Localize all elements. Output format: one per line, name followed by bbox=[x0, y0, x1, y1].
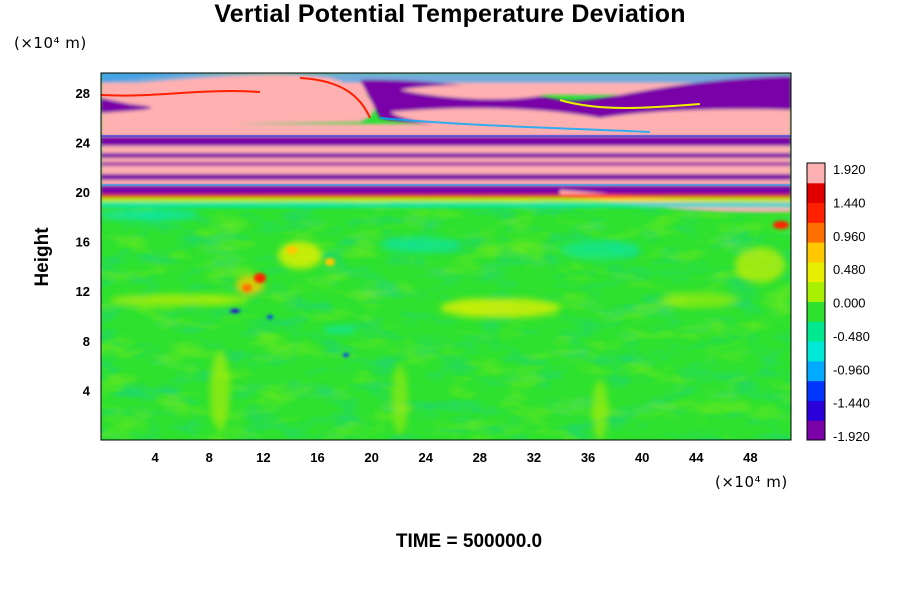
colorbar-segment bbox=[807, 400, 825, 421]
x-tick-label: 48 bbox=[743, 450, 757, 465]
chart-title: Vertial Potential Temperature Deviation bbox=[214, 0, 686, 28]
x-tick-label: 44 bbox=[689, 450, 704, 465]
colorbar-segment bbox=[807, 341, 825, 362]
x-axis-unit: (×10⁴ m) bbox=[715, 473, 788, 491]
x-tick-label: 24 bbox=[418, 450, 433, 465]
colorbar-tick-label: 1.440 bbox=[833, 195, 866, 210]
colorbar-segment bbox=[807, 222, 825, 243]
colorbar-tick-label: -1.920 bbox=[833, 429, 870, 444]
x-tick-label: 28 bbox=[473, 450, 487, 465]
y-tick-label: 24 bbox=[76, 135, 91, 150]
y-tick-label: 8 bbox=[83, 334, 90, 349]
colorbar-segment bbox=[807, 301, 825, 322]
colorbar-tick-label: -0.480 bbox=[833, 329, 870, 344]
colorbar-tick-label: 0.960 bbox=[833, 229, 866, 244]
x-tick-label: 36 bbox=[581, 450, 595, 465]
colorbar-tick-label: 0.000 bbox=[833, 296, 866, 311]
x-tick-label: 8 bbox=[206, 450, 213, 465]
y-axis-unit: (×10⁴ m) bbox=[14, 34, 87, 52]
colorbar-segment bbox=[807, 281, 825, 302]
x-tick-label: 4 bbox=[152, 450, 160, 465]
colorbar-segment bbox=[807, 321, 825, 342]
plot-frame bbox=[100, 72, 792, 441]
colorbar-segment bbox=[807, 380, 825, 401]
x-axis-ticks: 4 8 12 16 20 24 28 32 36 40 44 48 bbox=[152, 450, 758, 465]
x-tick-label: 32 bbox=[527, 450, 541, 465]
colorbar-tick-label: -1.440 bbox=[833, 396, 870, 411]
y-tick-label: 16 bbox=[76, 235, 90, 250]
x-tick-label: 40 bbox=[635, 450, 649, 465]
x-tick-label: 20 bbox=[364, 450, 378, 465]
y-tick-label: 12 bbox=[76, 284, 90, 299]
colorbar-tick-label: -0.960 bbox=[833, 362, 870, 377]
x-tick-label: 12 bbox=[256, 450, 270, 465]
y-tick-label: 4 bbox=[83, 383, 91, 398]
colorbar-labels: 1.920 1.440 0.960 0.480 0.000 -0.480 -0.960 -1.… bbox=[833, 162, 870, 444]
colorbar-segment bbox=[807, 202, 825, 223]
y-tick-label: 20 bbox=[76, 185, 90, 200]
colorbar-segment bbox=[807, 420, 825, 441]
colorbar bbox=[806, 162, 826, 441]
y-tick-label: 28 bbox=[76, 86, 90, 101]
colorbar-segment bbox=[807, 163, 825, 184]
colorbar-segment bbox=[807, 242, 825, 263]
colorbar-segment bbox=[807, 182, 825, 204]
colorbar-tick-label: 1.920 bbox=[833, 162, 866, 177]
x-tick-label: 16 bbox=[310, 450, 324, 465]
colorbar-frame bbox=[806, 162, 826, 441]
colorbar-segment bbox=[807, 261, 825, 283]
time-label: TIME = 500000.0 bbox=[395, 531, 543, 552]
colorbar-segment bbox=[807, 360, 825, 382]
heatmap-field bbox=[101, 73, 791, 440]
y-axis-ticks: 4 8 12 16 20 24 28 bbox=[76, 86, 91, 399]
colorbar-tick-label: 0.480 bbox=[833, 262, 866, 277]
